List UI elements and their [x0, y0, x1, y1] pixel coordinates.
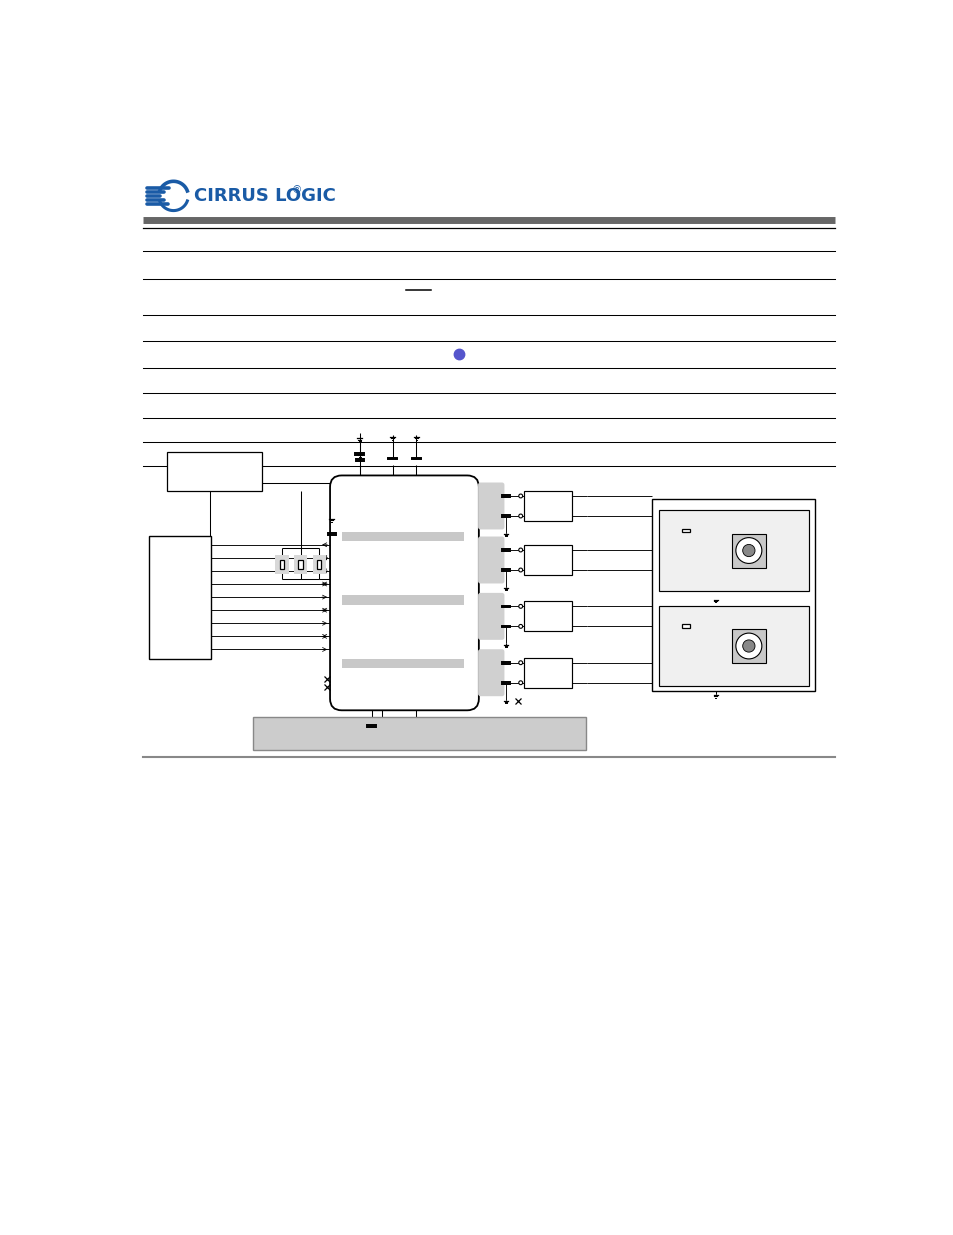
Bar — [279, 559, 284, 569]
Circle shape — [518, 494, 522, 498]
Bar — [341, 532, 463, 541]
Bar — [298, 559, 302, 569]
Bar — [167, 452, 261, 490]
Bar — [523, 545, 571, 576]
Bar — [658, 605, 808, 687]
Bar — [253, 718, 585, 750]
Bar — [681, 624, 689, 627]
Bar — [731, 629, 765, 663]
Bar — [523, 658, 571, 688]
Bar — [658, 510, 808, 592]
Circle shape — [518, 604, 522, 609]
Text: ®: ® — [291, 185, 301, 195]
Bar — [523, 492, 571, 521]
Circle shape — [742, 640, 754, 652]
Circle shape — [518, 661, 522, 664]
FancyBboxPatch shape — [477, 593, 504, 640]
Circle shape — [735, 537, 761, 563]
Bar — [341, 595, 463, 605]
Circle shape — [518, 625, 522, 629]
Bar — [294, 556, 307, 574]
Text: CIRRUS LOGIC: CIRRUS LOGIC — [193, 186, 335, 205]
Circle shape — [518, 568, 522, 572]
FancyBboxPatch shape — [477, 650, 504, 697]
Bar — [149, 536, 211, 658]
FancyBboxPatch shape — [477, 483, 504, 530]
Circle shape — [518, 680, 522, 684]
Bar — [652, 499, 815, 692]
Bar — [731, 534, 765, 568]
Bar — [313, 556, 325, 574]
Bar — [275, 556, 289, 574]
FancyBboxPatch shape — [330, 475, 478, 710]
Circle shape — [735, 634, 761, 659]
Bar — [523, 601, 571, 631]
Bar — [681, 529, 689, 532]
Bar — [341, 658, 463, 668]
Circle shape — [518, 514, 522, 517]
Circle shape — [518, 548, 522, 552]
Bar — [316, 559, 321, 569]
Circle shape — [742, 545, 754, 557]
FancyBboxPatch shape — [477, 536, 504, 583]
